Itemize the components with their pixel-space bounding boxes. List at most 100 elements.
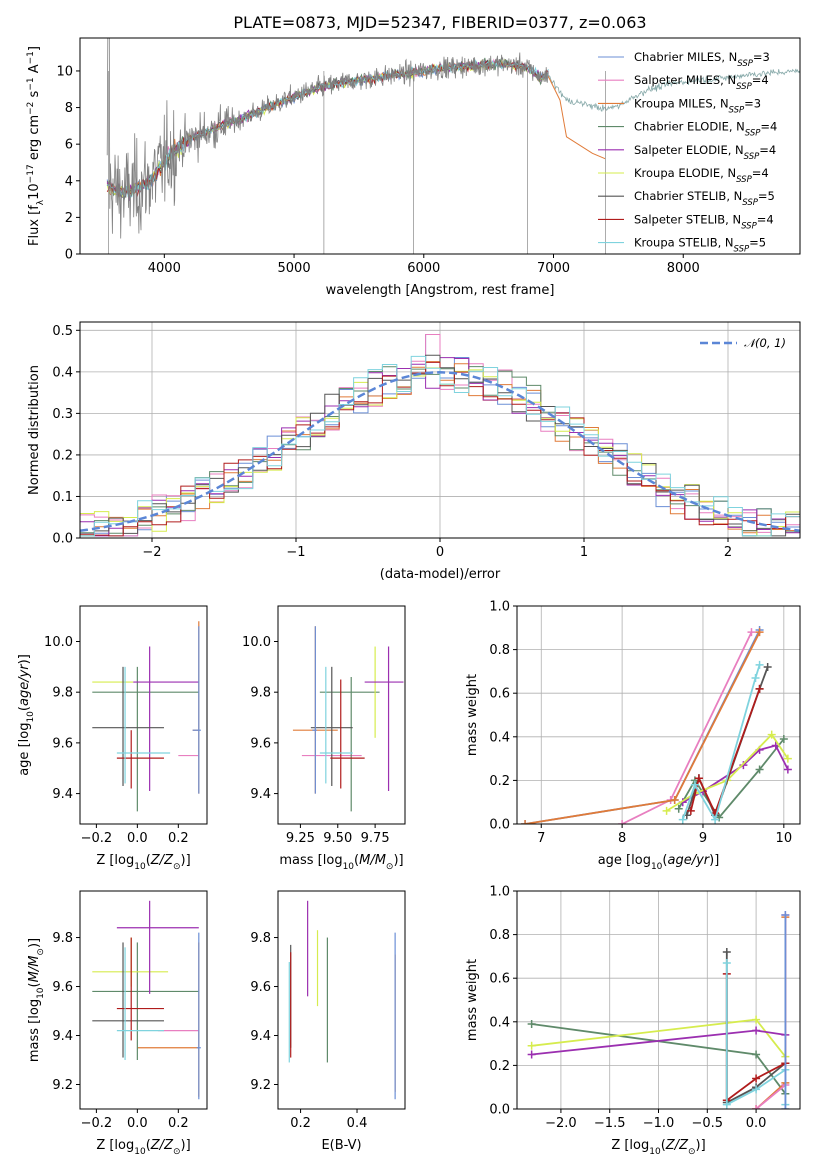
legend-entry-sub: SSP [737, 59, 753, 69]
y-axis-label: Normed distribution [27, 365, 42, 495]
data-point-marker [763, 663, 772, 672]
y-axis-label: Flux [fλ10−17 erg cm−2 s−1 A−1] [26, 46, 46, 246]
data-point-marker [781, 910, 790, 919]
y-tick-label: 0.4 [52, 365, 73, 380]
x-axis-label: E(B-V) [321, 1138, 361, 1153]
label-part: )] [181, 1138, 191, 1153]
data-point-marker [755, 684, 764, 693]
legend-entry-sub: SSP [742, 198, 758, 208]
y-tick-label: 0.5 [52, 324, 73, 339]
y-tick-label: 0.2 [489, 774, 510, 789]
data-point-marker [783, 765, 792, 774]
data-point-marker [779, 734, 788, 743]
y-tick-label: 0.2 [489, 1059, 510, 1074]
label-part: 10 [36, 987, 46, 999]
x-tick-label: 9.75 [361, 831, 390, 846]
label-part: ⊙ [36, 948, 46, 956]
y-tick-label: 0.4 [489, 730, 510, 745]
stelib-red-extension-line [547, 76, 606, 160]
legend-entry-sub: SSP [745, 129, 761, 139]
label-part: s [27, 90, 42, 101]
legend-entry-sub: SSP [741, 221, 757, 231]
legend-entry-text: Kroupa STELIB, N [634, 236, 734, 250]
data-point-marker [722, 948, 731, 957]
axes-frame [277, 605, 406, 825]
label-part: Z/Z [150, 1138, 174, 1153]
data-point-marker [755, 765, 764, 774]
y-tick-label: 9.6 [52, 980, 73, 995]
x-tick-label: 8 [618, 831, 626, 846]
data-point-marker [781, 1105, 790, 1109]
y-tick-label: 0.8 [489, 643, 510, 658]
legend-entry: Salpeter MILES, NSSP=4 [634, 73, 769, 92]
label-part: ⊙ [688, 1147, 696, 1157]
panel-mass-Z: −0.2 0.0 0.29.29.49.69.8Z [log10(Z/Z⊙)]mas… [27, 890, 208, 1157]
y-tick-label: 9.4 [52, 1029, 73, 1044]
legend-entry-text: Chabrier ELODIE, N [634, 120, 745, 134]
label-part: )] [709, 853, 719, 868]
x-tick-label: −0.2 [81, 1116, 113, 1131]
plot-area-weight-Z [527, 910, 790, 1109]
label-part: ⊙ [173, 862, 181, 872]
label-part: −17 [26, 164, 36, 183]
y-tick-label: 6 [65, 138, 73, 153]
x-axis-label: wavelength [Angstrom, rest frame] [326, 283, 555, 298]
plot-area-mass-EBV [288, 900, 396, 1100]
plot-area-weight-age [521, 625, 792, 824]
x-axis-label: Z [log10(Z/Z⊙)] [96, 1138, 190, 1157]
panel-spectrum: 4000 5000 6000 7000 8000 0 2 4 6 8 10 wavelength [A… [26, 37, 801, 298]
panel-mass-EBV: 0.2 0.4 9.2 9.4 9.6 9.8 E(B-V) [250, 890, 406, 1153]
x-tick-label: 0.4 [347, 1116, 368, 1131]
data-point-marker [527, 1050, 536, 1059]
data-point-marker [722, 958, 731, 967]
plot-area-mass-Z [92, 900, 201, 1100]
axes-frame [79, 37, 801, 255]
label-part: ] [27, 46, 42, 51]
label-part: ( [354, 853, 359, 868]
label-part: A [27, 64, 42, 77]
data-point-marker [752, 1015, 761, 1024]
x-tick-label: 1 [580, 545, 588, 560]
axes-frame [79, 605, 208, 825]
label-part: age/yr [17, 663, 32, 706]
y-tick-label: 0.0 [489, 818, 510, 833]
label-part: 10 [26, 711, 36, 723]
label-part: Z/Z [665, 1138, 689, 1153]
legend-entry-text: Chabrier STELIB, N [634, 189, 742, 203]
label-part: ( [661, 1138, 666, 1153]
y-tick-label: 9.2 [250, 1078, 271, 1093]
gaussian-curve [80, 371, 800, 532]
data-point-marker [670, 796, 679, 805]
data-point-marker [521, 820, 530, 824]
label-part: )] [17, 654, 32, 664]
panel-age-Z: −0.2 0.0 0.29.49.69.810.0Z [log10(Z/Z⊙)]ag… [17, 605, 208, 872]
y-tick-label: 0.0 [489, 1103, 510, 1118]
y-tick-label: 0.0 [52, 532, 73, 547]
plot-area-age-mass [292, 626, 404, 812]
x-tick-label: 0.0 [127, 831, 148, 846]
label-part: ( [146, 853, 151, 868]
data-point-marker [767, 730, 776, 739]
x-tick-label: 9 [699, 831, 707, 846]
x-tick-label: 7 [537, 831, 545, 846]
legend-entry: Chabrier STELIB, NSSP=5 [634, 189, 775, 208]
label-part: 10 [134, 862, 146, 872]
x-tick-label: −0.5 [692, 1116, 724, 1131]
label-part: 10 [651, 862, 663, 872]
y-axis-label: mass weight [465, 674, 480, 756]
panel-weight-Z: −2.0 −1.5 −1.0 −0.5 0.0 0.0 0.2 0.4 0.6 0.8 1.0 Z [… [465, 885, 801, 1157]
x-tick-label: 2 [724, 545, 732, 560]
label-part: mass [log [279, 853, 342, 868]
label-part: ( [17, 706, 32, 711]
data-point-marker [674, 804, 683, 813]
data-point-marker [711, 815, 720, 824]
legend-entry: Kroupa ELODIE, NSSP=4 [634, 166, 769, 185]
legend-entry-text: Salpeter STELIB, N [634, 212, 741, 226]
y-tick-label: 10.0 [44, 635, 73, 650]
x-axis-label: Z [log10(Z/Z⊙)] [96, 853, 190, 872]
data-point-marker [752, 1026, 761, 1035]
y-axis-label: age [log10(age/yr)] [17, 654, 36, 776]
series-line [524, 629, 761, 824]
